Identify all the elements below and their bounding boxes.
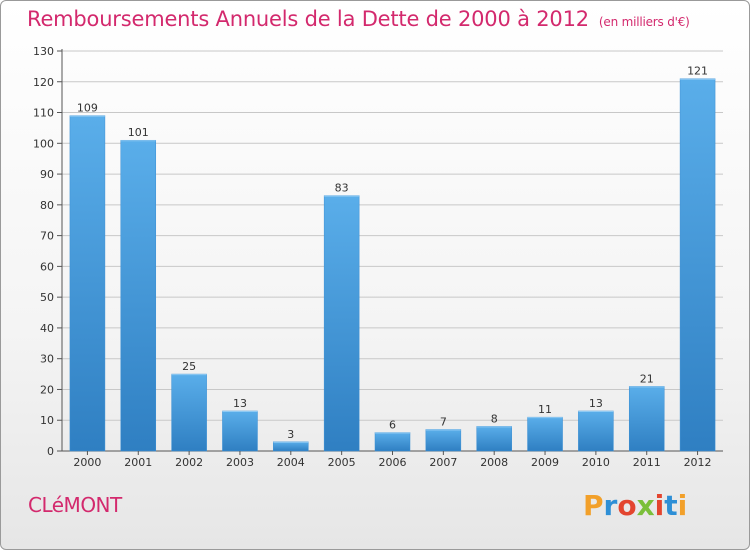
data-label-2009: 11 xyxy=(538,403,552,416)
x-tick-label-2007: 2007 xyxy=(429,456,457,469)
bar-2011 xyxy=(628,386,665,452)
data-label-2010: 13 xyxy=(589,397,603,410)
chart-subtitle: (en milliers d'€) xyxy=(598,15,690,29)
bar-2009 xyxy=(527,416,563,452)
axes xyxy=(61,49,723,452)
data-labels: 109 101 25 13 3 83 6 7 8 11 13 21 121 xyxy=(77,65,708,441)
bar-2012 xyxy=(679,78,716,452)
y-tick-labels: 0 10 20 30 40 50 60 70 80 90 100 110 120 130 xyxy=(33,45,54,458)
bars xyxy=(69,78,716,452)
y-tick-label: 110 xyxy=(33,107,54,120)
x-tick-label-2011: 2011 xyxy=(633,456,661,469)
x-tick-label-2008: 2008 xyxy=(480,456,508,469)
data-label-2008: 8 xyxy=(491,412,498,425)
x-tick-label-2006: 2006 xyxy=(379,456,407,469)
city-name: CLéMONT xyxy=(28,493,122,517)
bar-2001 xyxy=(120,139,157,452)
y-tick-label: 120 xyxy=(33,76,54,89)
y-tick-label: 90 xyxy=(40,168,54,181)
proxiti-logo: Proxiti xyxy=(583,489,687,522)
x-tick-label-2010: 2010 xyxy=(582,456,610,469)
x-tick-label-2004: 2004 xyxy=(277,456,305,469)
bar-2006 xyxy=(374,432,411,452)
x-tick-label-2012: 2012 xyxy=(684,456,712,469)
y-tick-label: 30 xyxy=(40,353,54,366)
logo-letter: P xyxy=(583,489,604,522)
bar-2000 xyxy=(69,115,106,452)
logo-letter: i xyxy=(654,489,665,522)
bar-2007 xyxy=(425,429,462,452)
y-tick-label: 20 xyxy=(40,383,54,396)
bar-2010 xyxy=(578,410,614,452)
x-tick-label-2005: 2005 xyxy=(328,456,356,469)
bar-2002 xyxy=(171,373,207,452)
data-label-2006: 6 xyxy=(389,419,396,432)
y-tick-label: 50 xyxy=(40,291,54,304)
data-label-2003: 13 xyxy=(233,397,247,410)
logo-letter: r xyxy=(603,489,618,522)
x-tick-label-2002: 2002 xyxy=(175,456,203,469)
bar-2008 xyxy=(476,426,512,452)
x-tick-labels: 2000 2001 2002 2003 2004 2005 2006 2007 2008 2009… xyxy=(73,451,712,469)
data-label-2005: 83 xyxy=(335,182,349,195)
chart-title: Remboursements Annuels de la Dette de 20… xyxy=(27,7,690,31)
logo-letter: i xyxy=(677,489,688,522)
bar-2003 xyxy=(222,410,258,452)
y-tick-label: 40 xyxy=(40,322,54,335)
logo-letter: o xyxy=(617,489,637,522)
bar-2005 xyxy=(323,195,360,452)
y-tick-label: 80 xyxy=(40,199,54,212)
grid-lines xyxy=(57,50,723,452)
y-tick-label: 70 xyxy=(40,230,54,243)
data-label-2007: 7 xyxy=(440,415,447,428)
data-label-2012: 121 xyxy=(687,65,708,78)
x-tick-label-2001: 2001 xyxy=(124,456,152,469)
data-label-2004: 3 xyxy=(287,428,294,441)
logo-letter: x xyxy=(636,489,655,522)
y-tick-label: 10 xyxy=(40,414,54,427)
x-tick-label-2009: 2009 xyxy=(531,456,559,469)
logo-letter: t xyxy=(664,489,678,522)
y-tick-label: 60 xyxy=(40,260,54,273)
y-tick-label: 0 xyxy=(47,445,54,458)
y-tick-label: 130 xyxy=(33,45,54,58)
data-label-2011: 21 xyxy=(640,372,654,385)
bar-2004 xyxy=(273,441,309,452)
data-label-2002: 25 xyxy=(182,360,196,373)
x-tick-label-2000: 2000 xyxy=(73,456,101,469)
y-tick-label: 100 xyxy=(33,137,54,150)
title-text: Remboursements Annuels de la Dette de 20… xyxy=(27,7,589,31)
x-tick-label-2003: 2003 xyxy=(226,456,254,469)
data-label-2001: 101 xyxy=(128,126,149,139)
data-label-2000: 109 xyxy=(77,102,98,115)
